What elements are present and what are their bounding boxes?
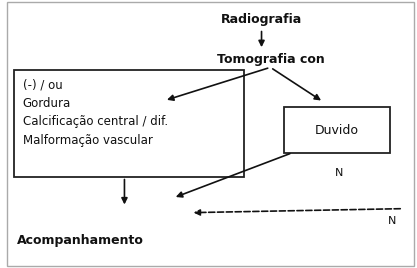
Text: (-) / ou
Gordura
Calcificação central / dif.
Malformação vascular: (-) / ou Gordura Calcificação central / … [23, 78, 168, 147]
FancyBboxPatch shape [14, 70, 244, 177]
Text: Acompanhamento: Acompanhamento [17, 234, 144, 247]
Text: Duvido: Duvido [315, 124, 359, 136]
Text: Tomografia con: Tomografia con [216, 53, 324, 66]
Text: N: N [335, 168, 343, 178]
Text: Radiografia: Radiografia [221, 13, 302, 26]
Text: N: N [388, 216, 396, 226]
FancyBboxPatch shape [284, 107, 390, 153]
